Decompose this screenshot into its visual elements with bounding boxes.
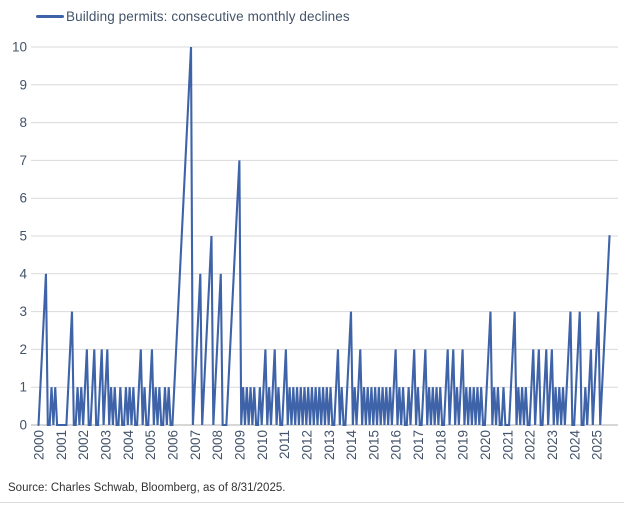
y-tick-label: 2 — [19, 342, 27, 357]
line-chart: 0 1 2 3 4 5 6 7 8 9 10 2000 2001 2002 2003 2004 2005 2006… — [12, 40, 618, 461]
x-tick-label: 2008 — [210, 430, 225, 460]
x-tick-label: 2024 — [567, 430, 582, 461]
x-tick-label: 2002 — [76, 430, 91, 460]
x-tick-label: 2009 — [232, 430, 247, 460]
x-tick-label: 2007 — [188, 430, 203, 460]
x-tick-label: 2005 — [143, 430, 158, 460]
x-tick-label: 2003 — [99, 430, 114, 460]
x-tick-label: 2019 — [456, 430, 471, 460]
bottom-divider — [0, 502, 624, 503]
x-tick-label: 2021 — [500, 430, 515, 460]
y-tick-label: 1 — [19, 380, 27, 395]
x-tick-label: 2000 — [32, 430, 47, 460]
x-tick-label: 2018 — [433, 430, 448, 460]
x-tick-label: 2023 — [545, 430, 560, 460]
y-tick-label: 10 — [12, 40, 27, 55]
x-tick-label: 2015 — [366, 430, 381, 460]
legend: Building permits: consecutive monthly de… — [36, 9, 350, 24]
x-tick-label: 2025 — [590, 430, 605, 460]
y-tick-label: 0 — [19, 418, 27, 433]
x-tick-label: 2013 — [322, 430, 337, 460]
source-note: Source: Charles Schwab, Bloomberg, as of… — [8, 482, 286, 494]
x-tick-label: 2022 — [523, 430, 538, 460]
legend-line-swatch-icon — [36, 15, 64, 18]
x-tick-label: 2004 — [121, 430, 136, 461]
y-tick-label: 6 — [19, 191, 27, 206]
chart-area: 0 1 2 3 4 5 6 7 8 9 10 2000 2001 2002 2003 2004 2005 2006… — [12, 40, 618, 461]
data-series-line — [37, 46, 611, 427]
y-tick-label: 9 — [19, 77, 27, 92]
y-tick-label: 4 — [19, 266, 27, 281]
x-tick-label: 2010 — [255, 430, 270, 460]
y-tick-label: 8 — [19, 115, 27, 130]
y-tick-label: 3 — [19, 304, 27, 319]
x-tick-label: 2011 — [277, 430, 292, 459]
x-tick-label: 2012 — [299, 430, 314, 460]
x-tick-label: 2017 — [411, 430, 426, 460]
y-tick-label: 5 — [19, 229, 27, 244]
y-tick-label: 7 — [19, 153, 27, 168]
x-tick-label: 2001 — [54, 430, 69, 460]
x-tick-label: 2006 — [166, 430, 181, 460]
x-tick-label: 2020 — [478, 430, 493, 460]
x-tick-label: 2016 — [389, 430, 404, 460]
x-tick-label: 2014 — [344, 430, 359, 461]
legend-label: Building permits: consecutive monthly de… — [66, 9, 350, 24]
